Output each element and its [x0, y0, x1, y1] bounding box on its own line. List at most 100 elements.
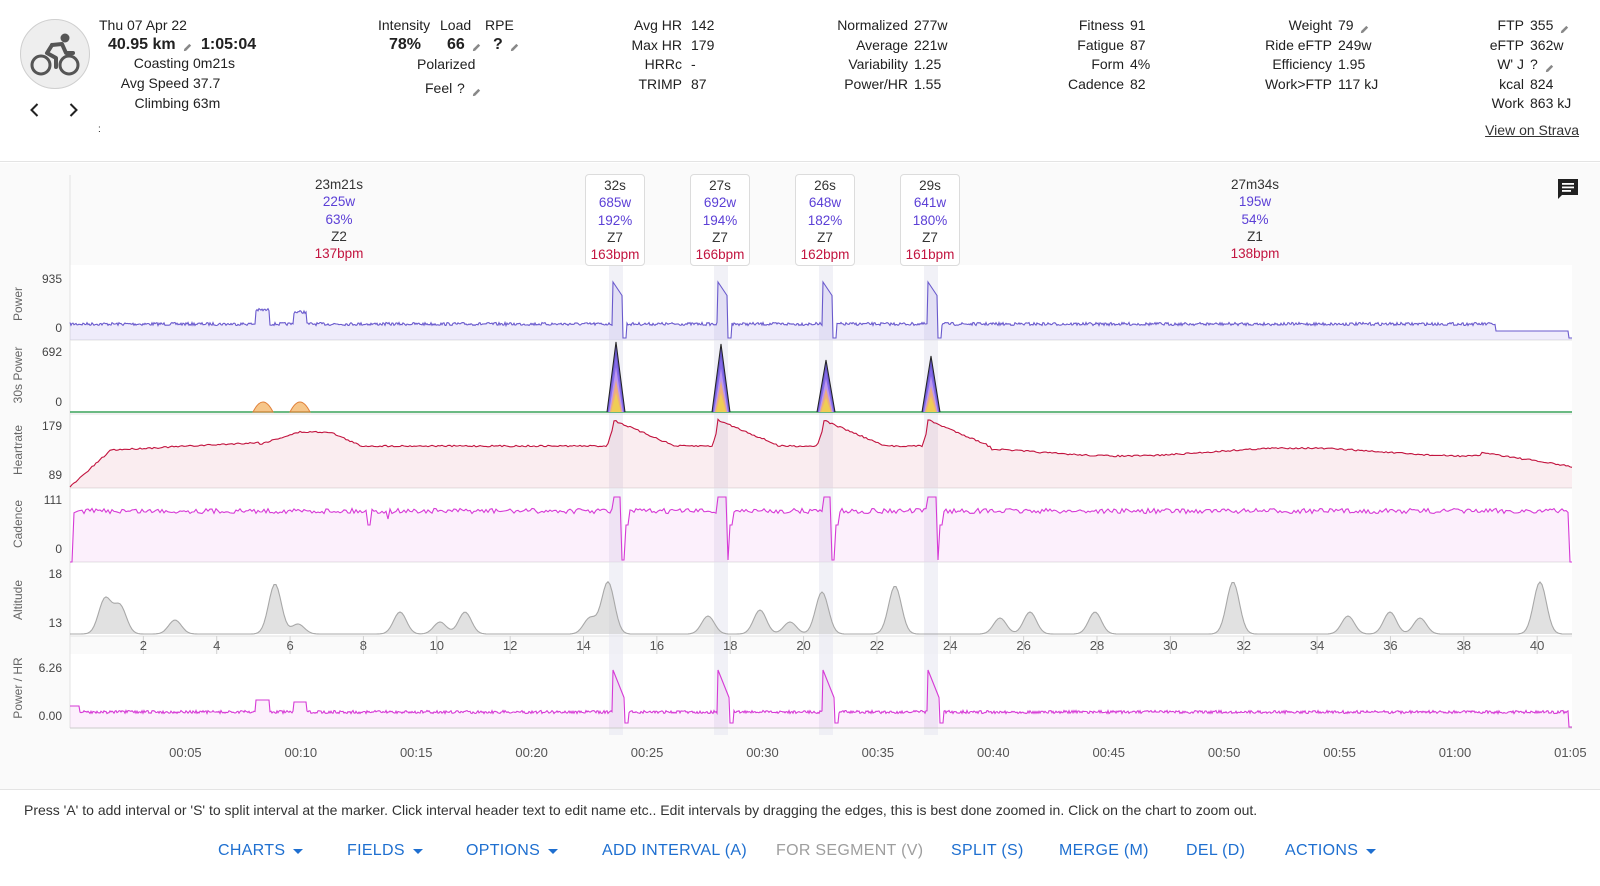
efficiency-label: Efficiency [1272, 56, 1332, 72]
weight-value[interactable]: 79 [1338, 16, 1370, 35]
interval-header[interactable]: 23m21s 225w 63% Z2 137bpm [289, 176, 389, 262]
trimp-value: 87 [691, 76, 707, 92]
activity-type-avatar [20, 19, 90, 89]
interval-zone: Z7 [607, 229, 623, 245]
heartrate-line [69, 418, 1573, 488]
interval-pct: 192% [597, 212, 633, 228]
interval-header[interactable]: 26s 648w 182% Z7 162bpm [795, 174, 855, 267]
edit-weight-pencil-icon[interactable] [1359, 21, 1370, 33]
powerhr-line [70, 669, 1572, 728]
activity-distance[interactable]: 40.95 km [108, 35, 193, 54]
interval-header[interactable]: 27s 692w 194% Z7 166bpm [690, 174, 750, 267]
ftp-value[interactable]: 355 [1530, 16, 1570, 35]
edit-distance-pencil-icon[interactable] [182, 39, 193, 52]
fields-menu-button[interactable]: FIELDS [347, 842, 423, 860]
actions-menu-button[interactable]: ACTIONS [1285, 842, 1377, 860]
distance-value: 40.95 km [108, 36, 176, 53]
activity-header: Thu 07 Apr 22 40.95 km 1:05:04 Coasting … [0, 0, 1600, 162]
activity-date: Thu 07 Apr 22 [99, 17, 187, 33]
interval-power: 641w [913, 195, 947, 211]
actions-label: ACTIONS [1285, 842, 1359, 859]
altitude-line [70, 580, 1572, 635]
climbing-label: Climbing [134, 95, 189, 111]
wprime-value[interactable]: ? [1530, 55, 1555, 74]
avg-hr-value: 142 [691, 17, 715, 33]
power30s-peak-outline [816, 359, 836, 413]
interval-header[interactable]: 27m34s 195w 54% Z1 138bpm [1205, 176, 1305, 262]
delete-button[interactable]: DEL (D) [1186, 842, 1246, 859]
interval-hr: 166bpm [695, 247, 745, 263]
split-button[interactable]: SPLIT (S) [951, 842, 1024, 859]
edit-rpe-pencil-icon[interactable] [509, 39, 520, 52]
dropdown-caret-icon [548, 848, 559, 854]
activity-charts[interactable] [0, 0, 1600, 790]
merge-button[interactable]: MERGE (M) [1059, 842, 1149, 859]
interval-header[interactable]: 29s 641w 180% Z7 161bpm [900, 174, 960, 267]
interval-zone: Z7 [922, 229, 938, 245]
efficiency-value: 1.95 [1338, 56, 1366, 72]
interval-duration: 23m21s [314, 177, 364, 192]
power-hr-label: Power/HR [844, 76, 908, 92]
power30s-min-tick: 0 [55, 395, 62, 409]
interval-duration: 26s [814, 178, 836, 193]
distance-tick: 32 [1236, 638, 1251, 653]
time-tick: 00:35 [861, 745, 895, 760]
cycling-icon [30, 33, 80, 76]
interval-header[interactable]: 32s 685w 192% Z7 163bpm [585, 174, 645, 267]
power30s-peak [821, 397, 831, 412]
options-label: OPTIONS [466, 842, 541, 859]
feel-value[interactable]: ? [457, 79, 482, 98]
kcal-value: 824 [1530, 76, 1554, 92]
intensity-label: Intensity [378, 17, 431, 33]
for-segment-button[interactable]: FOR SEGMENT (V) [776, 842, 924, 859]
time-tick: 00:10 [284, 745, 318, 760]
interval-pct: 180% [912, 212, 948, 228]
kcal-label: kcal [1499, 76, 1524, 92]
interval-pct: 63% [325, 211, 353, 227]
ride-eftp-value: 249w [1338, 37, 1372, 53]
charts-menu-button[interactable]: CHARTS [218, 842, 304, 860]
power30s-peak-outline [606, 341, 626, 413]
interval-power: 692w [703, 195, 737, 211]
distance-tick: 8 [359, 638, 368, 653]
interval-pct: 194% [702, 212, 738, 228]
time-tick: 01:00 [1438, 745, 1472, 760]
distance-tick: 4 [213, 638, 221, 653]
power30s-bump [289, 401, 311, 413]
add-interval-button[interactable]: ADD INTERVAL (A) [602, 842, 747, 859]
edit-feel-pencil-icon[interactable] [471, 84, 482, 96]
time-tick: 00:55 [1323, 745, 1356, 760]
heartrate-max-tick: 179 [41, 419, 62, 433]
distance-tick: 38 [1456, 638, 1472, 653]
edit-ftp-pencil-icon[interactable] [1559, 21, 1570, 33]
chart-toolbar: CHARTS FIELDS OPTIONS ADD INTERVAL (A) F… [0, 842, 1600, 872]
rpe-value[interactable]: ? [493, 35, 520, 54]
load-value[interactable]: 66 [447, 35, 482, 54]
previous-activity-button[interactable] [23, 98, 47, 122]
ftp-number: 355 [1530, 17, 1554, 33]
time-tick: 00:30 [746, 745, 779, 760]
interval-power: 685w [598, 195, 632, 211]
interval-hr: 162bpm [800, 247, 850, 263]
work-ftp-label: Work>FTP [1264, 76, 1332, 92]
power30s-peak [611, 392, 621, 412]
power-max-tick: 935 [41, 272, 62, 286]
weight-label: Weight [1288, 17, 1332, 33]
powerhr-min-tick: 0.00 [38, 709, 62, 723]
comments-icon[interactable] [1556, 177, 1580, 201]
edit-load-pencil-icon[interactable] [471, 39, 482, 52]
options-menu-button[interactable]: OPTIONS [466, 842, 559, 860]
altitude-max-tick: 18 [48, 567, 62, 581]
time-tick: 00:50 [1207, 745, 1241, 760]
view-on-strava-link[interactable]: View on Strava [1485, 122, 1579, 138]
coasting-value: 0m21s [193, 55, 236, 71]
distance-tick: 36 [1383, 638, 1398, 653]
edit-wprime-pencil-icon[interactable] [1544, 60, 1555, 72]
power30s-bump [252, 401, 274, 413]
distance-tick: 28 [1089, 638, 1105, 653]
next-activity-button[interactable] [61, 98, 85, 122]
normalized-value: 277w [914, 17, 948, 33]
intensity-value: 78% [389, 36, 422, 53]
distance-tick: 40 [1529, 638, 1545, 653]
load-number: 66 [447, 36, 465, 53]
